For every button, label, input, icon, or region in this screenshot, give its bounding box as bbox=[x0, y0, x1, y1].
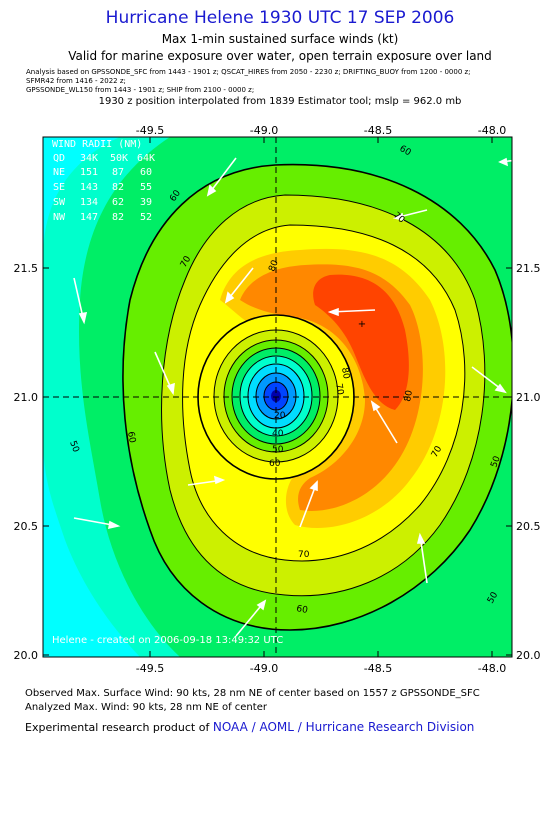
contour-label: 70 bbox=[333, 383, 345, 396]
y-tick-label: 21.0 bbox=[14, 391, 39, 404]
map-title: Hurricane Helene 1930 UTC 17 SEP 2006 bbox=[105, 8, 455, 28]
contour-label: 60 bbox=[125, 431, 137, 444]
contour-fill: + 80 70 70 70 60 60 60 60 50 bbox=[43, 137, 512, 657]
y-tick-label: 20.0 bbox=[14, 649, 39, 662]
center-crosshair bbox=[43, 137, 512, 657]
wind-radii-cell: 82 bbox=[112, 212, 124, 223]
y-tick-label: 21.5 bbox=[516, 262, 541, 275]
wind-radii-cell: 134 bbox=[80, 197, 98, 208]
axis-tick-labels: -49.5 -49.0 -48.5 -48.0 -49.5 -49.0 -48.… bbox=[14, 124, 541, 675]
product-org-link[interactable]: NOAA / AOML / Hurricane Research Divisio… bbox=[212, 720, 475, 734]
wind-radii-header-50k: 50K bbox=[110, 153, 128, 164]
contour-label: 80 bbox=[339, 367, 351, 380]
contour-label: 70 bbox=[298, 550, 310, 560]
x-tick-label: -48.5 bbox=[364, 662, 392, 675]
wind-radii-cell: 151 bbox=[80, 167, 98, 178]
x-tick-label: -49.5 bbox=[136, 124, 164, 137]
wind-radii-cell: SE bbox=[53, 182, 65, 193]
contour-label: 80 bbox=[267, 259, 280, 273]
x-tick-label: -49.0 bbox=[250, 124, 278, 137]
wind-vectors bbox=[73, 157, 512, 637]
x-tick-label: -48.0 bbox=[478, 124, 506, 137]
interpolation-note: 1930 z position interpolated from 1839 E… bbox=[98, 96, 462, 107]
wind-radii-cell: 52 bbox=[140, 212, 152, 223]
contour-label: 60 bbox=[295, 604, 308, 616]
product-prefix: Experimental research product of bbox=[25, 721, 213, 734]
analysis-line-2: SFMR42 from 1416 - 2022 z; bbox=[26, 77, 126, 85]
wind-radii-cell: 143 bbox=[80, 182, 98, 193]
x-tick-label: -49.0 bbox=[250, 662, 278, 675]
max-wind-marker: + bbox=[358, 319, 366, 330]
wind-radii-cell: 60 bbox=[140, 167, 152, 178]
wind-radii-header-qd: QD bbox=[53, 153, 65, 164]
wind-field-map: + 80 70 70 70 60 60 60 60 50 bbox=[14, 124, 541, 675]
wind-radii-header-34k: 34K bbox=[80, 153, 98, 164]
wind-radii-title: WIND RADII (NM) bbox=[52, 139, 142, 150]
contour-label: 50 bbox=[67, 440, 80, 454]
y-tick-label: 20.5 bbox=[516, 520, 541, 533]
wind-radii-cell: SW bbox=[53, 197, 66, 208]
y-tick-label: 20.5 bbox=[14, 520, 39, 533]
wind-radii-table: WIND RADII (NM) QD 34K 50K 64K NE 151 87… bbox=[52, 139, 155, 223]
analysis-line-3: GPSSONDE_WL150 from 1443 - 1901 z; SHIP … bbox=[26, 86, 255, 94]
axis-ticks bbox=[43, 137, 512, 657]
subtitle-exposure: Valid for marine exposure over water, op… bbox=[68, 49, 492, 63]
contour-label: 80 bbox=[403, 389, 415, 402]
wind-radii-cell: 39 bbox=[140, 197, 152, 208]
product-credit: Experimental research product of NOAA / … bbox=[25, 720, 474, 734]
analysis-line-1: Analysis based on GPSSONDE_SFC from 1443… bbox=[26, 68, 471, 76]
contour-label: 40 bbox=[272, 429, 284, 439]
created-note: Helene - created on 2006-09-18 13:49:32 … bbox=[52, 635, 283, 646]
contour-label: 60 bbox=[269, 459, 281, 469]
x-tick-label: -48.0 bbox=[478, 662, 506, 675]
contour-label: 50 bbox=[489, 455, 502, 469]
x-tick-label: -48.5 bbox=[364, 124, 392, 137]
wind-radii-cell: 82 bbox=[112, 182, 124, 193]
wind-radii-cell: 55 bbox=[140, 182, 152, 193]
wind-radii-cell: NW bbox=[53, 212, 66, 223]
contour-label: 20 bbox=[274, 411, 286, 421]
wind-radii-cell: 62 bbox=[112, 197, 124, 208]
contour-label: 50 bbox=[272, 445, 284, 455]
analyzed-max-wind: Analyzed Max. Wind: 90 kts, 28 nm NE of … bbox=[25, 702, 267, 713]
wind-radii-header-64k: 64K bbox=[137, 153, 155, 164]
wind-radii-cell: 147 bbox=[80, 212, 98, 223]
observed-max-wind: Observed Max. Surface Wind: 90 kts, 28 n… bbox=[25, 688, 480, 699]
y-tick-label: 21.0 bbox=[516, 391, 541, 404]
x-tick-label: -49.5 bbox=[136, 662, 164, 675]
y-tick-label: 20.0 bbox=[516, 649, 541, 662]
subtitle-winds: Max 1-min sustained surface winds (kt) bbox=[161, 32, 399, 46]
y-tick-label: 21.5 bbox=[14, 262, 39, 275]
wind-radii-cell: 87 bbox=[112, 167, 124, 178]
wind-radii-cell: NE bbox=[53, 167, 65, 178]
